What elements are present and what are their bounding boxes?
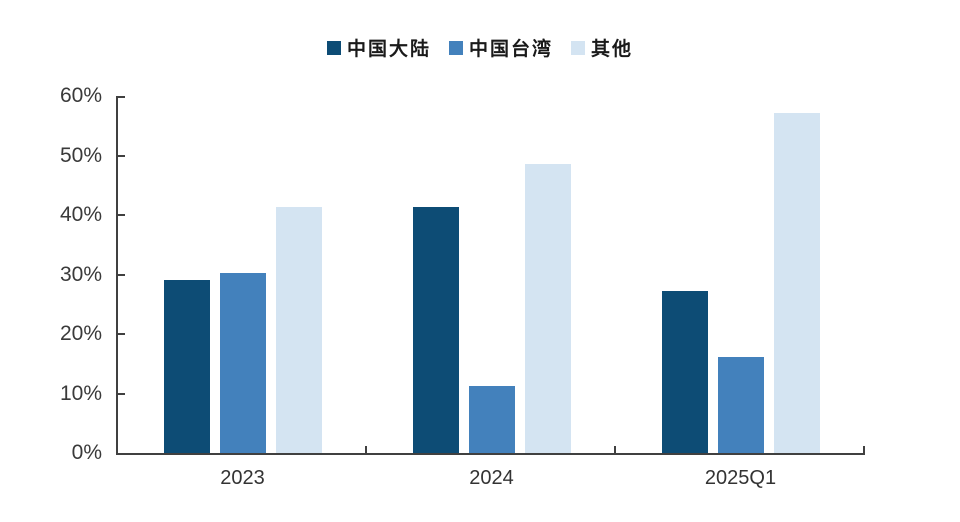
bar-中国大陆-2025Q1 [661,291,708,453]
bar-其他-2023 [275,207,322,453]
y-axis-label: 40% [59,203,102,226]
legend-item-2: 中国台湾 [448,34,553,61]
y-tick-mark [118,214,125,216]
legend-label: 其他 [591,39,634,60]
legend: 中国大陆 中国台湾 其他 [0,34,960,61]
legend-label: 中国台湾 [468,39,553,60]
bar-中国大陆-2023 [163,280,210,453]
bar-group-2023 [163,207,322,453]
x-tick-mark [614,446,616,453]
x-axis-label: 2024 [469,467,514,489]
y-tick-mark [118,392,125,395]
legend-item-3: 其他 [571,34,633,61]
x-tick-mark [365,446,367,453]
legend-swatch-icon [326,40,341,55]
bar-其他-2025Q1 [773,113,820,453]
y-tick-mark [118,96,125,98]
legend-swatch-icon [448,40,463,55]
bar-中国台湾-2024 [468,386,515,453]
legend-item-1: 中国大陆 [326,34,431,61]
x-axis-label: 2025Q1 [704,467,777,489]
y-axis-label: 0% [71,441,102,464]
y-axis-label: 50% [59,143,102,167]
legend-label: 中国大陆 [346,39,431,60]
plot-area: 0% 10% 20% 30% 40% 50% 60% 2023 2024 2025Q1 [60,84,865,489]
y-tick-mark [118,154,125,157]
x-tick-mark [863,446,865,453]
bar-group-2025Q1 [661,113,820,453]
y-tick-mark [118,333,125,335]
y-tick-mark [118,273,125,276]
bar-中国台湾-2025Q1 [717,357,764,453]
x-axis-label: 2023 [220,467,265,489]
bar-group-2024 [412,164,571,453]
legend-swatch-icon [571,40,585,55]
y-axis-label: 30% [59,262,102,286]
y-axis-label: 60% [59,84,102,107]
bar-中国台湾-2023 [219,273,266,453]
y-axis-label: 10% [59,381,102,405]
bar-其他-2024 [524,164,571,453]
bar-中国大陆-2024 [412,207,459,453]
y-axis-label: 20% [59,322,102,345]
